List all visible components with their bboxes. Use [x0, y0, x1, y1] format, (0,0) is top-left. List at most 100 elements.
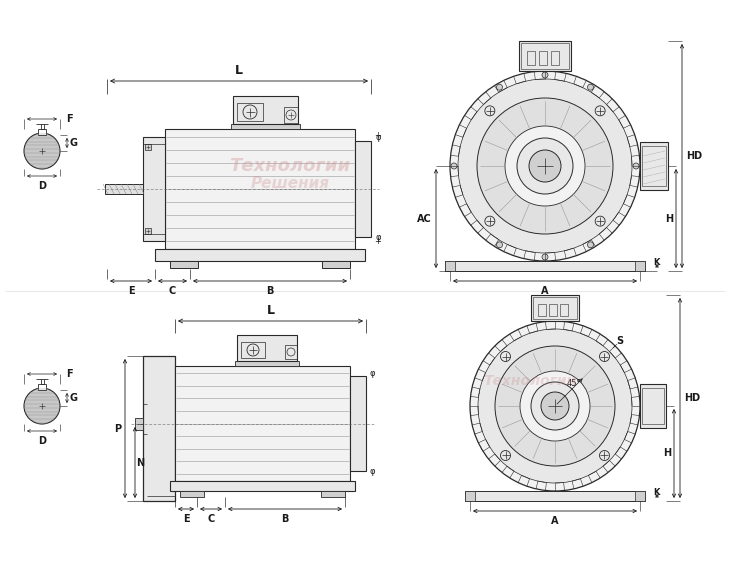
Bar [143, 137, 165, 241]
Text: K: K [653, 258, 659, 267]
Bar [38, 129, 46, 135]
Text: H: H [665, 213, 673, 224]
Bar [355, 141, 371, 237]
Text: E: E [182, 514, 189, 524]
Bar [465, 491, 645, 501]
Text: A: A [551, 516, 558, 526]
Text: HD: HD [686, 151, 702, 161]
Circle shape [529, 150, 561, 182]
Text: H: H [663, 449, 671, 458]
Circle shape [24, 133, 60, 169]
Bar [237, 335, 297, 361]
Text: HD: HD [684, 393, 700, 403]
Text: L: L [235, 64, 243, 77]
Bar [145, 144, 151, 150]
Bar [635, 261, 645, 271]
Bar [527, 51, 535, 65]
Bar [640, 142, 668, 190]
Bar [143, 356, 175, 501]
Bar [105, 184, 143, 194]
Bar [539, 51, 547, 65]
Text: L: L [266, 304, 274, 317]
Bar [465, 491, 475, 501]
Bar [519, 41, 571, 71]
Bar [155, 249, 365, 261]
Text: φ: φ [370, 467, 375, 475]
Text: φ: φ [375, 132, 380, 142]
Circle shape [633, 163, 639, 169]
Bar [322, 261, 350, 268]
Bar [235, 361, 299, 366]
Circle shape [517, 138, 573, 194]
Text: D: D [38, 181, 46, 191]
Text: B: B [266, 286, 274, 296]
Circle shape [496, 84, 502, 90]
Text: Решения: Решения [250, 175, 329, 191]
Circle shape [470, 321, 640, 491]
Text: F: F [66, 369, 72, 379]
Bar [635, 491, 645, 501]
Text: Технологии: Технологии [483, 374, 577, 388]
Circle shape [451, 163, 457, 169]
Bar [549, 304, 557, 316]
Text: φ: φ [370, 370, 375, 378]
Bar [231, 124, 300, 129]
Bar [241, 342, 265, 358]
Bar [533, 297, 577, 319]
Bar [321, 491, 345, 497]
Circle shape [478, 329, 632, 483]
Bar [284, 107, 298, 123]
Text: C: C [207, 514, 215, 524]
Bar [445, 261, 455, 271]
Circle shape [541, 392, 569, 420]
Bar [560, 304, 568, 316]
Text: G: G [70, 138, 78, 148]
Circle shape [458, 79, 632, 253]
Circle shape [496, 242, 502, 248]
Bar [521, 43, 569, 69]
Bar [640, 384, 666, 428]
Text: C: C [169, 286, 176, 296]
Text: G: G [70, 393, 78, 403]
Bar [145, 228, 151, 234]
Text: P: P [114, 424, 121, 433]
Bar [285, 345, 297, 359]
Circle shape [495, 346, 615, 466]
Circle shape [450, 71, 640, 261]
Circle shape [24, 388, 60, 424]
Text: φ: φ [375, 232, 380, 242]
Text: Технологии: Технологии [229, 157, 350, 175]
Text: K: K [653, 488, 659, 497]
Bar [165, 129, 355, 249]
Bar [551, 51, 559, 65]
Bar [233, 96, 298, 124]
Circle shape [531, 382, 579, 430]
Text: AC: AC [418, 213, 432, 224]
Text: A: A [541, 286, 549, 296]
Bar [170, 481, 355, 491]
Text: N: N [136, 457, 144, 468]
Text: 45°: 45° [567, 379, 582, 388]
Circle shape [588, 84, 593, 90]
Text: E: E [128, 286, 134, 296]
Bar [538, 304, 546, 316]
Text: B: B [281, 514, 288, 524]
Bar [180, 491, 204, 497]
Bar [350, 376, 366, 471]
Circle shape [477, 98, 613, 234]
Circle shape [520, 371, 590, 441]
Circle shape [505, 126, 585, 206]
Bar [642, 146, 666, 186]
Text: D: D [38, 436, 46, 446]
Circle shape [542, 254, 548, 260]
Bar [531, 295, 579, 321]
Bar [642, 388, 664, 424]
Text: +: + [374, 236, 381, 246]
Bar [38, 384, 46, 390]
Text: +: + [374, 131, 381, 139]
Bar [445, 261, 645, 271]
Bar [237, 103, 263, 121]
Bar [135, 418, 143, 430]
Bar [175, 366, 350, 481]
Text: S: S [616, 336, 623, 346]
